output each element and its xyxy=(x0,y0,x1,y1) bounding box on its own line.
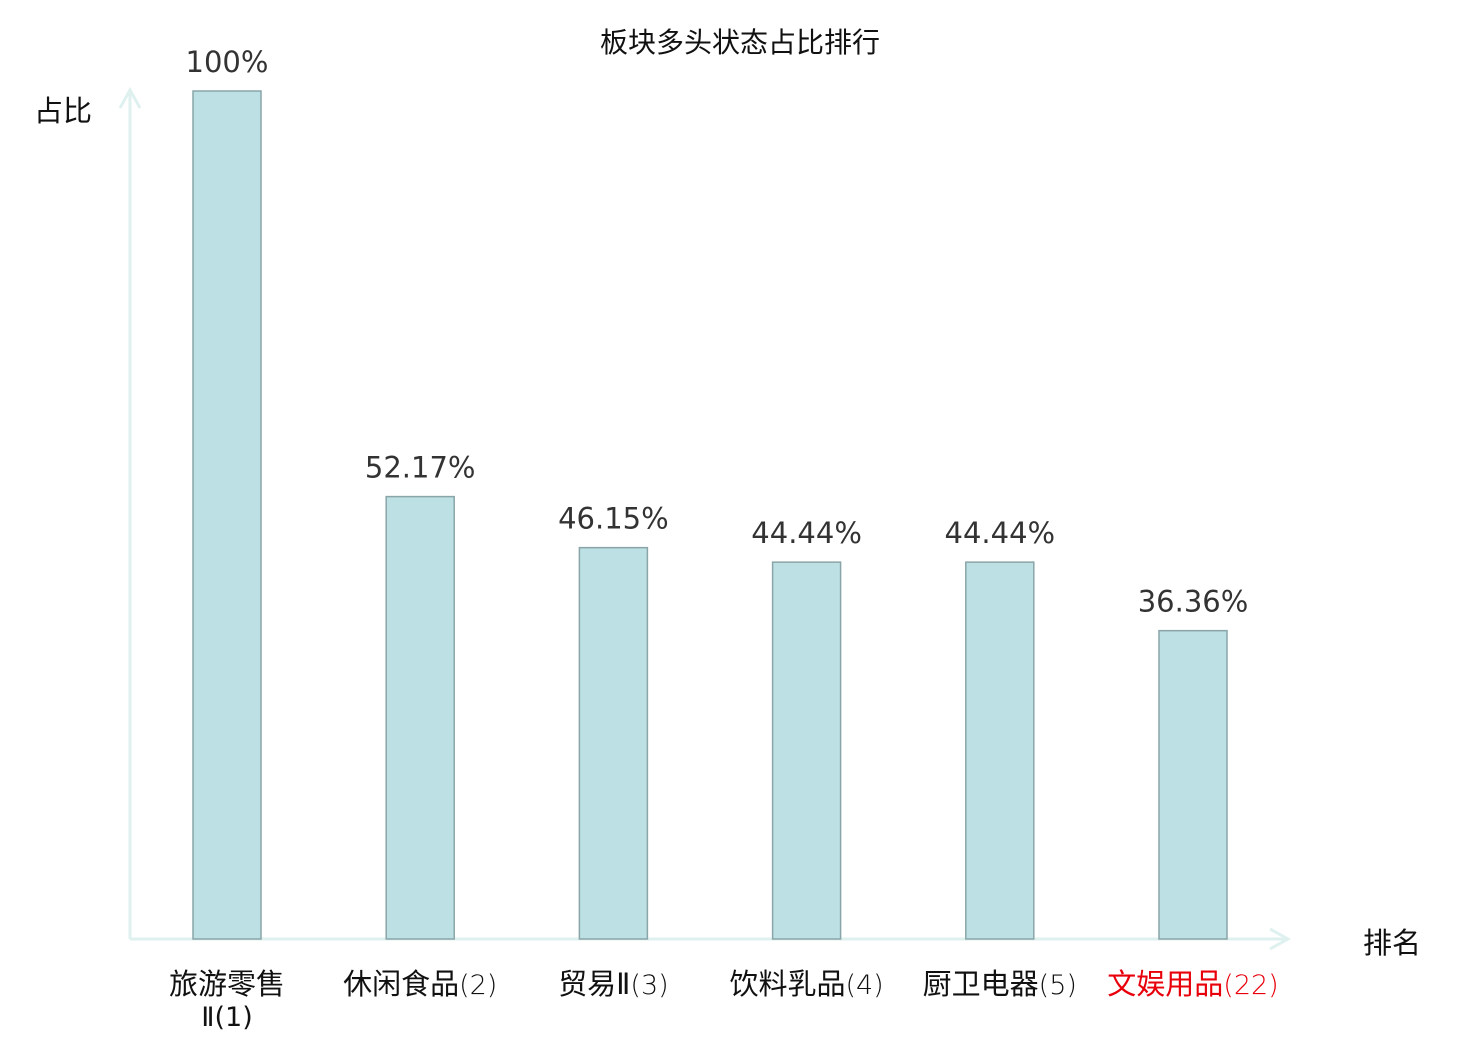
data-label: 44.44% xyxy=(945,516,1056,550)
data-label: 46.15% xyxy=(558,502,669,536)
data-label: 36.36% xyxy=(1138,585,1249,619)
x-axis xyxy=(130,927,1292,951)
y-axis-arrow-icon xyxy=(118,86,142,109)
x-tick-label: 文娱用品(22) xyxy=(1107,967,1278,1001)
bar xyxy=(192,90,262,940)
x-axis-label: 排名 xyxy=(1363,926,1421,960)
y-axis xyxy=(118,86,142,939)
bar xyxy=(385,495,455,940)
bar xyxy=(771,561,842,940)
y-axis-label: 占比 xyxy=(34,94,92,128)
x-axis-arrow-icon xyxy=(1269,927,1292,951)
x-tick-label: 饮料乳品(4) xyxy=(729,967,883,1001)
bar xyxy=(1158,629,1228,940)
x-tick-label: 旅游零售 Ⅱ(1) xyxy=(169,967,285,1033)
chart-title: 板块多头状态占比排行 xyxy=(600,26,880,59)
data-label: 100% xyxy=(186,45,269,79)
x-tick-label: 厨卫电器(5) xyxy=(923,967,1077,1001)
data-label: 44.44% xyxy=(751,516,862,550)
bar xyxy=(578,546,649,940)
bar xyxy=(965,561,1035,940)
x-tick-label: 贸易Ⅱ(3) xyxy=(558,967,669,1001)
data-label: 52.17% xyxy=(365,451,476,485)
x-tick-label: 休闲食品(2) xyxy=(343,967,497,1001)
